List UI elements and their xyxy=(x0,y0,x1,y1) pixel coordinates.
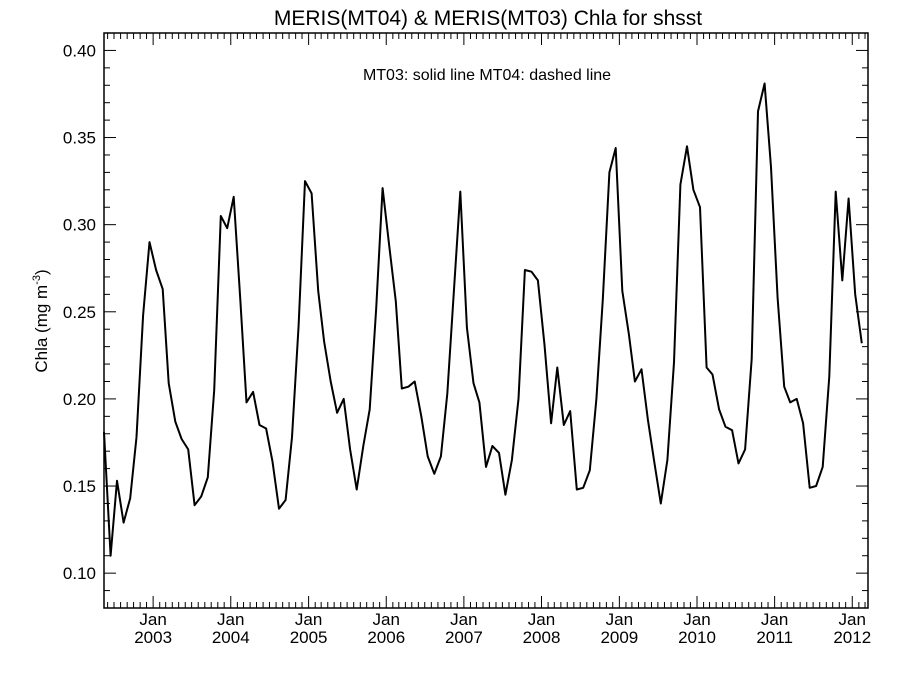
y-axis-label-main: Chla (mg m xyxy=(32,285,51,373)
x-tick-label-year: 2008 xyxy=(523,628,561,647)
x-tick-label-month: Jan xyxy=(761,610,788,629)
x-tick-label-month: Jan xyxy=(450,610,477,629)
y-tick-label: 0.15 xyxy=(63,477,96,496)
y-axis-label: Chla (mg m-3) xyxy=(31,269,51,372)
y-tick-label: 0.20 xyxy=(63,390,96,409)
x-tick-label-month: Jan xyxy=(217,610,244,629)
series-line-mt03 xyxy=(103,82,863,557)
x-tick-label-year: 2012 xyxy=(833,628,871,647)
x-tick-label-year: 2007 xyxy=(445,628,483,647)
x-tick-label-month: Jan xyxy=(606,610,633,629)
x-tick-label-month: Jan xyxy=(139,610,166,629)
x-tick-label-month: Jan xyxy=(373,610,400,629)
x-axis: Jan2003Jan2004Jan2005Jan2006Jan2007Jan20… xyxy=(107,33,871,647)
x-tick-label-year: 2011 xyxy=(756,628,793,647)
x-tick-label-month: Jan xyxy=(295,610,322,629)
plot-frame xyxy=(103,32,869,609)
x-tick-label-month: Jan xyxy=(839,610,866,629)
y-tick-label: 0.35 xyxy=(63,129,96,148)
series-layer xyxy=(103,82,863,557)
x-tick-label-year: 2003 xyxy=(134,628,172,647)
y-tick-label: 0.30 xyxy=(63,216,96,235)
x-tick-label-year: 2005 xyxy=(290,628,328,647)
x-tick-label-year: 2010 xyxy=(678,628,716,647)
y-tick-label: 0.40 xyxy=(63,41,96,60)
chart-title: MERIS(MT04) & MERIS(MT03) Chla for shsst xyxy=(274,7,702,30)
x-tick-label-month: Jan xyxy=(683,610,710,629)
y-axis-label-superscript: -3 xyxy=(31,275,43,285)
y-tick-label: 0.10 xyxy=(63,564,96,583)
x-tick-label-year: 2006 xyxy=(367,628,405,647)
legend-annotation: MT03: solid line MT04: dashed line xyxy=(363,67,611,84)
y-axis-label-close: ) xyxy=(32,269,51,275)
y-axis: 0.10 0.15 0.20 0.25 0.30 0.35 0.40 xyxy=(63,32,868,609)
x-tick-label-year: 2004 xyxy=(212,628,250,647)
x-tick-label-year: 2009 xyxy=(600,628,638,647)
x-tick-label-month: Jan xyxy=(528,610,555,629)
y-tick-label: 0.25 xyxy=(63,303,96,322)
